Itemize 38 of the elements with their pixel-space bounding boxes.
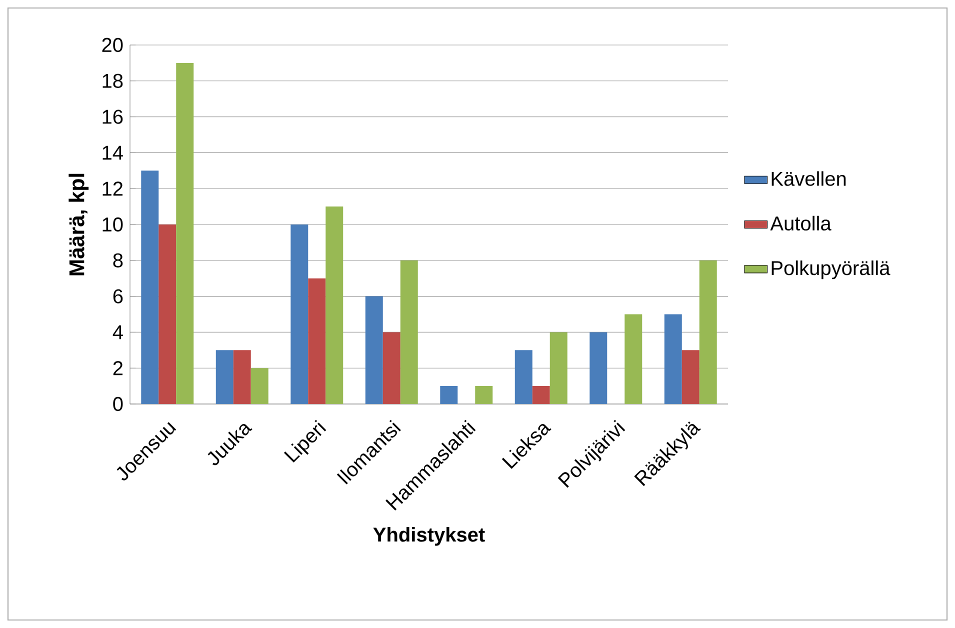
bar	[308, 278, 326, 404]
bar	[440, 386, 458, 404]
bar	[699, 260, 717, 404]
bar	[365, 296, 383, 404]
y-tick-label: 10	[102, 217, 123, 232]
bar	[250, 368, 268, 404]
bar	[514, 350, 532, 404]
legend-label: Kävellen	[772, 171, 846, 186]
y-tick-label: 12	[102, 182, 123, 196]
y-tick-label: 6	[113, 289, 123, 304]
bar	[664, 314, 682, 404]
legend-label: Autolla	[770, 216, 832, 231]
bar	[532, 386, 550, 404]
bar	[550, 332, 568, 404]
bar	[290, 224, 308, 404]
bar	[141, 170, 159, 404]
bar	[176, 62, 194, 404]
y-tick-label: 0	[113, 396, 123, 412]
y-tick-label: 8	[113, 253, 123, 268]
bar	[682, 350, 700, 404]
bar	[624, 314, 642, 404]
x-axis-title: Yhdistykset	[373, 527, 485, 546]
y-tick-label: 4	[112, 325, 123, 340]
bar	[326, 206, 344, 404]
y-tick-label: 20	[102, 38, 123, 52]
bar	[382, 332, 400, 404]
bar	[216, 350, 234, 404]
bar	[233, 350, 251, 404]
bar	[400, 260, 418, 404]
y-tick-label: 18	[102, 74, 123, 88]
legend-label: Polkupyörällä	[772, 260, 890, 280]
bar	[590, 332, 608, 404]
y-tick-label: 2	[113, 361, 123, 376]
y-tick-label: 14	[102, 146, 123, 160]
y-tick-label: 16	[102, 110, 123, 124]
bar	[475, 386, 493, 404]
bar	[158, 224, 176, 404]
y-axis-title: Määrä, kpl	[68, 174, 89, 276]
